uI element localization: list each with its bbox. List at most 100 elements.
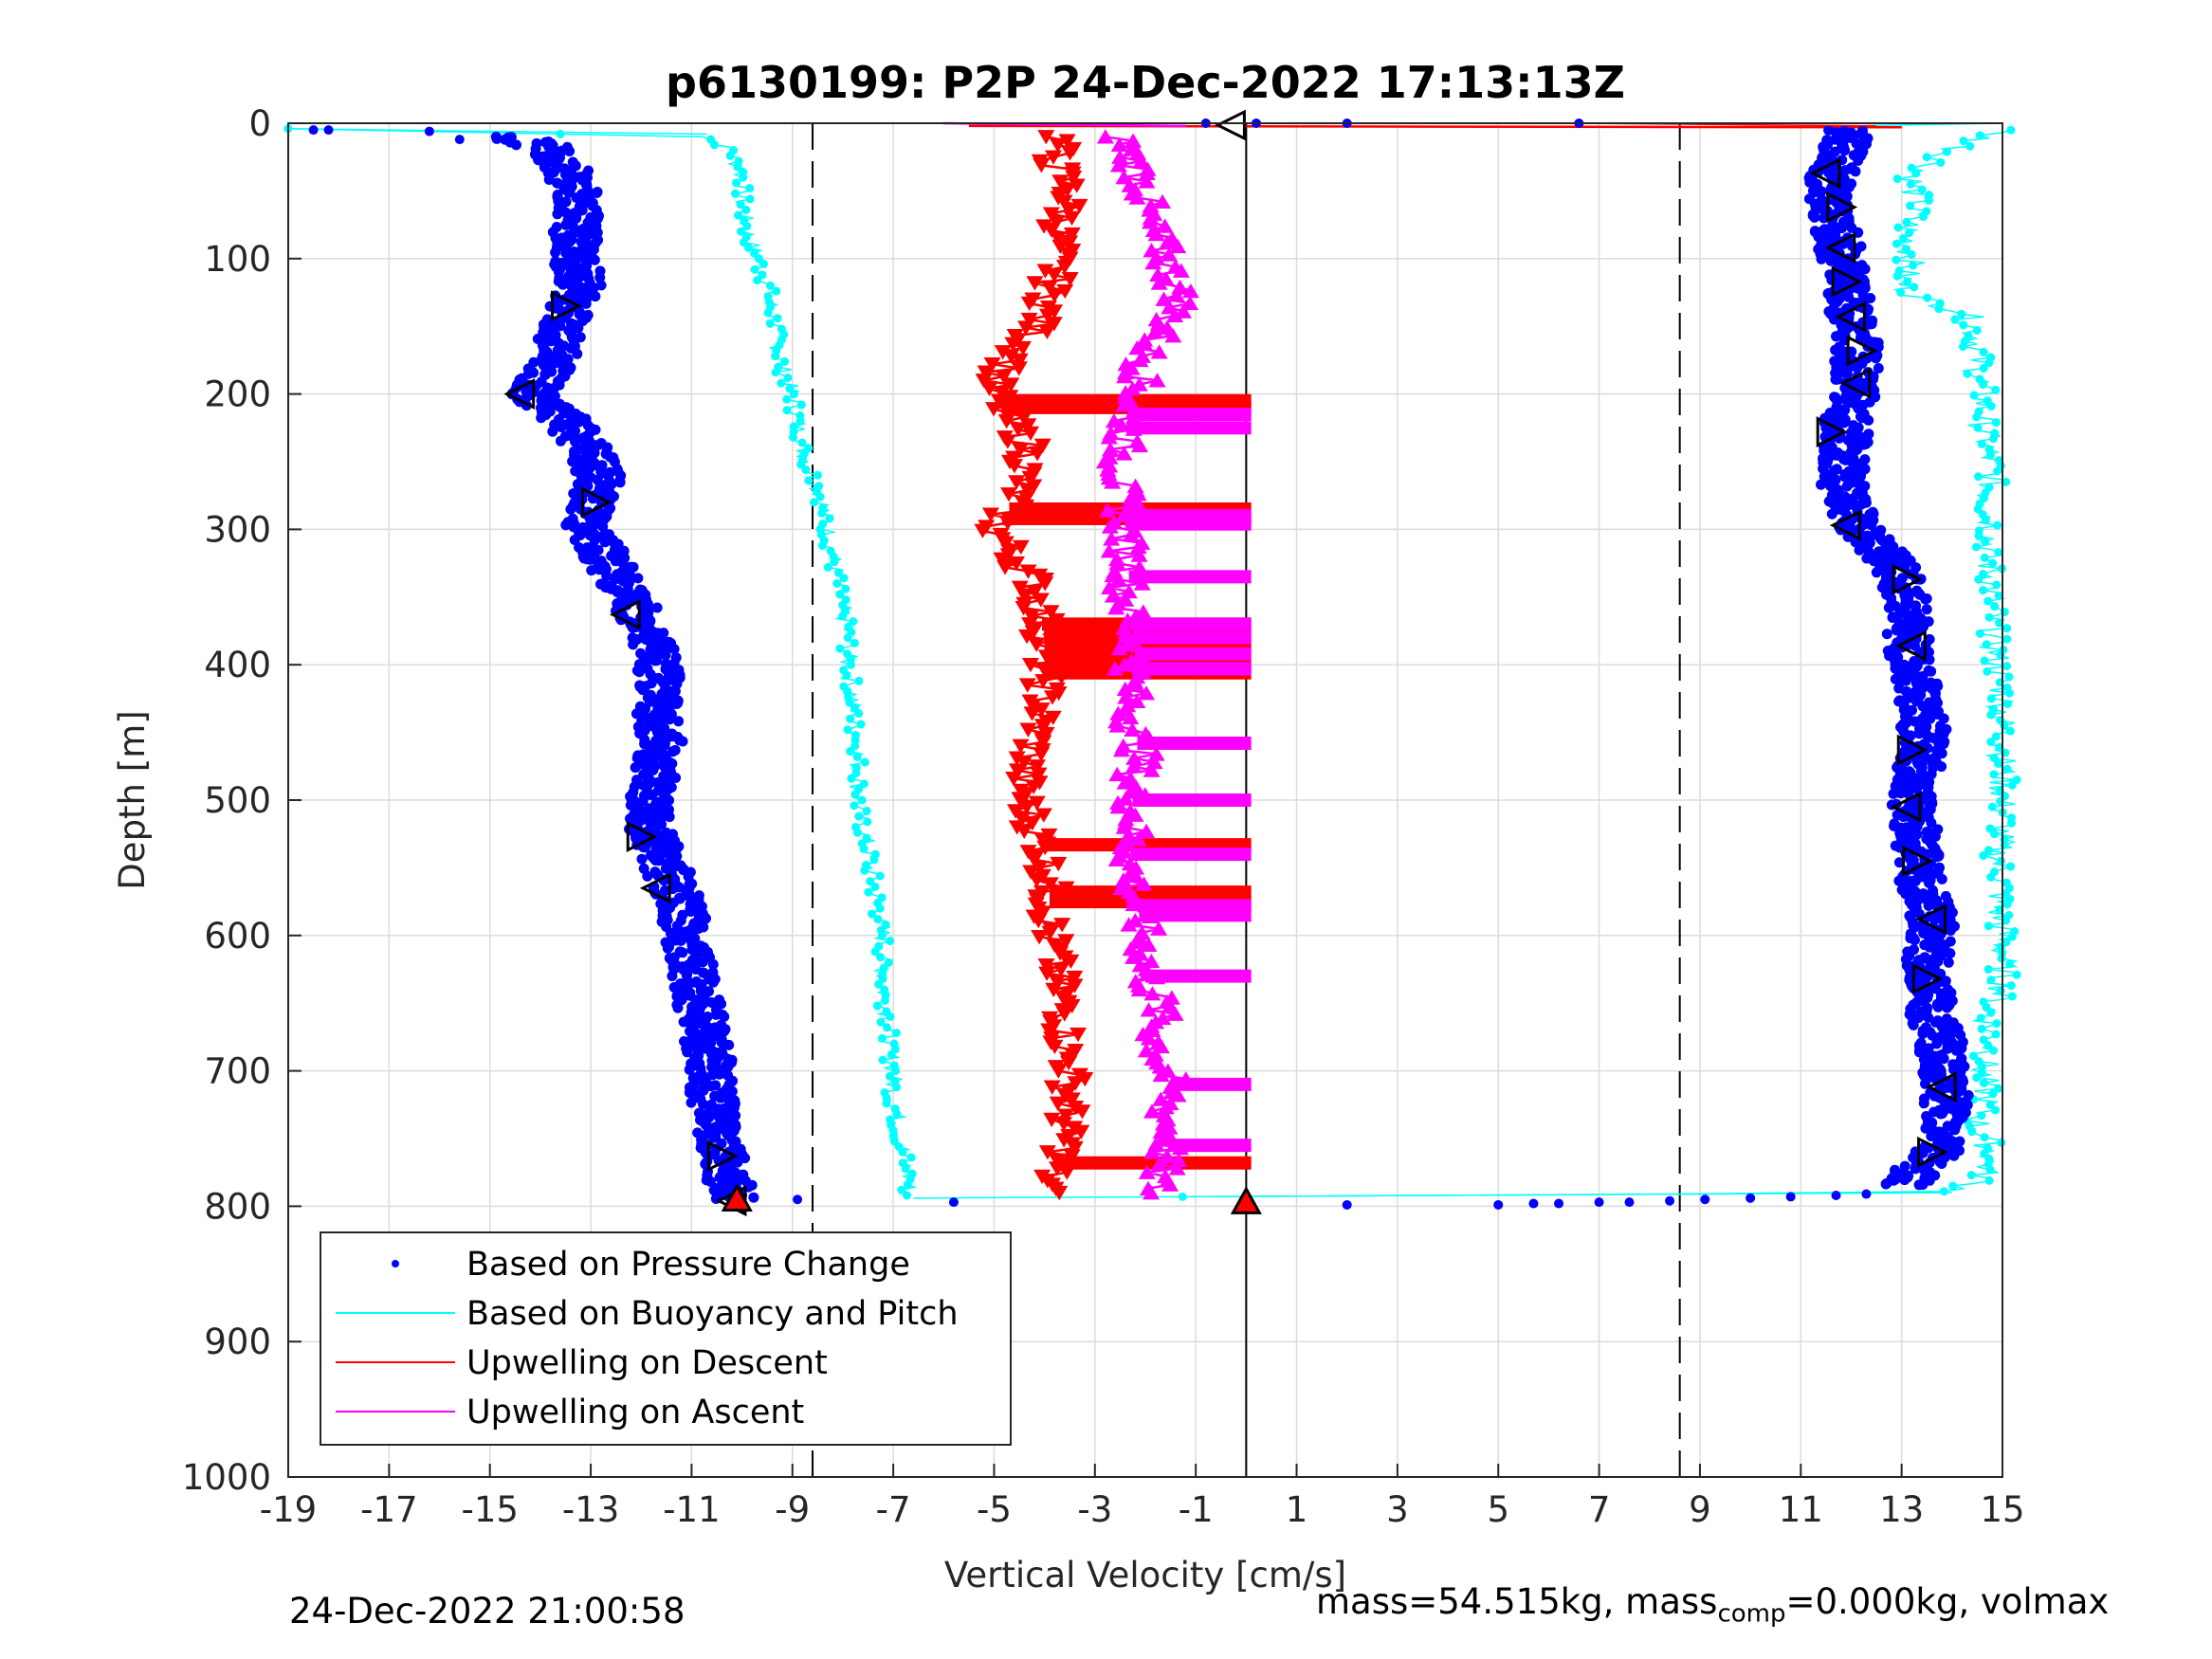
buoyancy-point — [736, 200, 745, 210]
upwelling-ascent-marker — [1132, 153, 1150, 169]
x-tick-label: -9 — [775, 1489, 810, 1530]
buoyancy-point — [845, 698, 854, 707]
upwelling-descent-marker — [1019, 418, 1037, 433]
buoyancy-point — [1979, 347, 1988, 356]
buoyancy-point — [2005, 726, 2015, 736]
buoyancy-point — [1893, 223, 1903, 232]
buoyancy-point — [2002, 634, 2012, 644]
y-tick-label: 900 — [204, 1322, 271, 1362]
pressure-point — [1493, 1199, 1504, 1210]
bottom-marker — [1230, 1186, 1262, 1214]
pressure-point — [1746, 1193, 1756, 1203]
upwelling-ascent-marker — [1137, 1043, 1155, 1058]
buoyancy-point — [739, 173, 748, 182]
buoyancy-point — [1905, 228, 1914, 238]
pressure-point — [617, 558, 629, 569]
buoyancy-point — [1980, 656, 1989, 665]
y-tick-label: 300 — [204, 509, 271, 550]
buoyancy-point — [1972, 1073, 1982, 1083]
pressure-point — [673, 716, 685, 727]
pressure-point — [1528, 1198, 1539, 1209]
buoyancy-point — [804, 476, 814, 485]
pressure-point — [550, 246, 561, 258]
pressure-point — [1841, 481, 1853, 492]
upwelling-ascent-marker — [1140, 937, 1158, 952]
buoyancy-point — [1980, 1133, 1989, 1142]
pressure-point — [704, 1176, 716, 1187]
pressure-point — [1864, 538, 1875, 549]
upwelling-descent-marker — [1046, 288, 1064, 303]
upwelling-ascent-marker — [1116, 681, 1134, 697]
pressure-point — [675, 935, 686, 946]
buoyancy-point — [772, 286, 781, 296]
buoyancy-point — [854, 676, 864, 685]
upwelling-ascent-marker — [1101, 519, 1119, 534]
buoyancy-point — [731, 189, 740, 198]
upwelling-ascent-marker — [1131, 352, 1149, 368]
pressure-point — [571, 192, 582, 203]
buoyancy-point — [1990, 830, 2000, 839]
buoyancy-point — [1979, 363, 1988, 373]
buoyancy-point — [860, 757, 869, 767]
pressure-point — [1809, 211, 1820, 223]
buoyancy-point — [882, 1099, 891, 1108]
pressure-point — [636, 853, 648, 865]
descent-marker — [639, 872, 671, 904]
buoyancy-point — [846, 747, 855, 757]
buoyancy-point — [733, 162, 742, 172]
pressure-point — [656, 819, 667, 830]
buoyancy-point — [872, 1001, 882, 1011]
buoyancy-point — [1979, 586, 1988, 595]
upwelling-descent-marker — [1048, 215, 1066, 230]
buoyancy-point — [782, 406, 792, 415]
x-tick-label: 11 — [1779, 1489, 1823, 1530]
buoyancy-point — [1983, 846, 1993, 855]
buoyancy-point — [2002, 477, 2011, 486]
buoyancy-point — [745, 184, 755, 193]
buoyancy-point — [870, 882, 880, 891]
upwelling-descent-marker — [1038, 308, 1056, 323]
upwelling-descent-marker — [1046, 304, 1064, 319]
upwelling-descent-marker — [1056, 283, 1074, 300]
buoyancy-point — [1994, 591, 2003, 600]
upwelling-ascent-marker — [1144, 254, 1162, 270]
buoyancy-point — [847, 660, 856, 669]
buoyancy-point — [1972, 412, 1982, 422]
buoyancy-point — [1925, 195, 1934, 205]
upwelling-ascent-marker — [1135, 876, 1153, 891]
buoyancy-point — [1983, 1040, 1993, 1049]
upwelling-descent-marker — [1017, 320, 1035, 336]
x-tick-label: -13 — [562, 1489, 619, 1530]
buoyancy-point — [1991, 418, 2001, 428]
descent-marker — [503, 378, 536, 410]
ascent-marker — [1835, 301, 1866, 333]
buoyancy-point — [1989, 1046, 1999, 1055]
pressure-point — [598, 467, 610, 479]
buoyancy-point — [1973, 423, 1983, 432]
pressure-point — [642, 870, 653, 882]
pressure-point — [1861, 1189, 1872, 1199]
upwelling-descent-marker — [1043, 1080, 1061, 1095]
pressure-point — [682, 1047, 693, 1058]
upwelling-descent-marker — [1037, 130, 1055, 145]
upwelling-descent-marker — [1052, 962, 1070, 977]
upwelling-ascent-spike — [1137, 737, 1252, 751]
upwelling-descent-marker — [1008, 763, 1026, 778]
upwelling-descent-marker — [1011, 580, 1029, 595]
upwelling-descent-marker — [995, 369, 1013, 385]
upwelling-descent-marker — [1062, 954, 1080, 970]
upwelling-descent-marker — [1018, 799, 1036, 815]
y-tick-label: 500 — [204, 780, 271, 821]
buoyancy-point — [2007, 992, 2017, 1001]
buoyancy-point — [874, 979, 884, 989]
pressure-point — [720, 1039, 731, 1050]
upwelling-ascent-marker — [1172, 263, 1190, 278]
upwelling-descent-marker — [1063, 1092, 1081, 1107]
legend-label-buoyancy: Based on Buoyancy and Pitch — [466, 1295, 959, 1333]
upwelling-descent-marker — [1049, 137, 1067, 153]
pressure-point — [625, 799, 636, 811]
pressure-point — [1624, 1197, 1635, 1208]
upwelling-descent-marker — [1055, 194, 1073, 210]
x-tick-label: -5 — [977, 1489, 1012, 1530]
mass-suffix: =0.000kg, volmax — [1785, 1581, 2110, 1622]
